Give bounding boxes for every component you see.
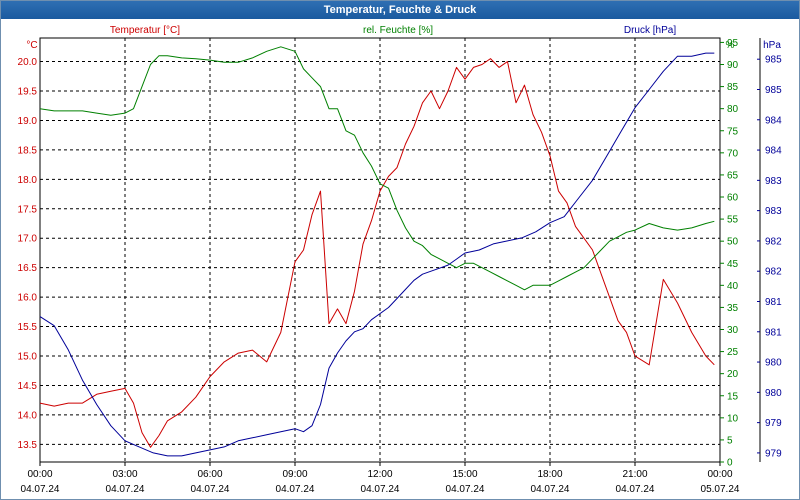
temperature-axis-title: Temperatur [°C]: [110, 25, 180, 36]
humidity-tick-label: 45: [727, 259, 739, 270]
pressure-tick-label: 979: [765, 418, 782, 429]
pressure-tick-label: 985: [765, 85, 782, 96]
x-tick-time-label: 15:00: [452, 469, 477, 480]
humidity-tick-label: 60: [727, 193, 739, 204]
humidity-tick-label: 40: [727, 281, 739, 292]
temperature-tick-label: 17.5: [18, 204, 38, 215]
pressure-tick-label: 984: [765, 115, 782, 126]
humidity-tick-label: 50: [727, 237, 739, 248]
x-tick-date-label: 05.07.24: [701, 484, 740, 495]
temperature-tick-label: 18.5: [18, 145, 38, 156]
pressure-tick-label: 985: [765, 55, 782, 66]
humidity-tick-label: 55: [727, 215, 739, 226]
temperature-tick-label: 15.0: [18, 352, 38, 363]
window-title: Temperatur, Feuchte & Druck: [1, 1, 799, 19]
pressure-tick-label: 981: [765, 327, 782, 338]
temperature-tick-label: 17.0: [18, 234, 38, 245]
humidity-tick-label: 85: [727, 82, 739, 93]
humidity-tick-label: 15: [727, 391, 739, 402]
temperature-unit-label: °C: [26, 40, 37, 51]
humidity-tick-label: 95: [727, 38, 739, 49]
temperature-tick-label: 13.5: [18, 440, 38, 451]
x-tick-date-label: 04.07.24: [531, 484, 570, 495]
humidity-axis-title: rel. Feuchte [%]: [363, 25, 433, 36]
temperature-tick-label: 14.0: [18, 410, 38, 421]
pressure-axis-title: Druck [hPa]: [624, 25, 676, 36]
temperature-tick-label: 19.5: [18, 87, 38, 98]
temperature-tick-label: 15.5: [18, 322, 38, 333]
x-tick-time-label: 18:00: [537, 469, 562, 480]
x-tick-date-label: 04.07.24: [446, 484, 485, 495]
temperature-tick-label: 16.5: [18, 263, 38, 274]
x-tick-time-label: 12:00: [367, 469, 392, 480]
x-tick-time-label: 00:00: [707, 469, 732, 480]
humidity-tick-label: 90: [727, 60, 739, 71]
pressure-unit-label: hPa: [763, 40, 781, 51]
x-tick-date-label: 04.07.24: [106, 484, 145, 495]
x-tick-date-label: 04.07.24: [191, 484, 230, 495]
pressure-tick-label: 982: [765, 267, 782, 278]
x-tick-date-label: 04.07.24: [276, 484, 315, 495]
humidity-tick-label: 25: [727, 347, 739, 358]
humidity-tick-label: 0: [727, 458, 733, 469]
pressure-tick-label: 980: [765, 388, 782, 399]
humidity-tick-label: 65: [727, 170, 739, 181]
x-tick-time-label: 09:00: [282, 469, 307, 480]
humidity-tick-label: 35: [727, 303, 739, 314]
x-tick-time-label: 06:00: [197, 469, 222, 480]
pressure-tick-label: 981: [765, 297, 782, 308]
x-tick-date-label: 04.07.24: [361, 484, 400, 495]
humidity-tick-label: 80: [727, 104, 739, 115]
x-tick-date-label: 04.07.24: [21, 484, 60, 495]
humidity-tick-label: 10: [727, 413, 739, 424]
pressure-tick-label: 980: [765, 358, 782, 369]
x-tick-time-label: 00:00: [27, 469, 52, 480]
pressure-tick-label: 983: [765, 176, 782, 187]
pressure-tick-label: 983: [765, 206, 782, 217]
temperature-series-line: [39, 58, 715, 448]
x-tick-date-label: 04.07.24: [616, 484, 655, 495]
pressure-series-line: [39, 52, 715, 457]
humidity-tick-label: 5: [727, 435, 733, 446]
x-tick-time-label: 21:00: [622, 469, 647, 480]
pressure-tick-label: 984: [765, 146, 782, 157]
humidity-series-line: [39, 46, 715, 291]
temperature-tick-label: 18.0: [18, 175, 38, 186]
pressure-tick-label: 982: [765, 236, 782, 247]
humidity-tick-label: 75: [727, 126, 739, 137]
humidity-tick-label: 70: [727, 148, 739, 159]
temperature-tick-label: 16.0: [18, 293, 38, 304]
temperature-tick-label: 14.5: [18, 381, 38, 392]
temperature-tick-label: 20.0: [18, 57, 38, 68]
temperature-tick-label: 19.0: [18, 116, 38, 127]
humidity-tick-label: 20: [727, 369, 739, 380]
humidity-tick-label: 30: [727, 325, 739, 336]
x-tick-time-label: 03:00: [112, 469, 137, 480]
pressure-tick-label: 979: [765, 448, 782, 459]
humidity-unit-label: %: [726, 40, 735, 51]
